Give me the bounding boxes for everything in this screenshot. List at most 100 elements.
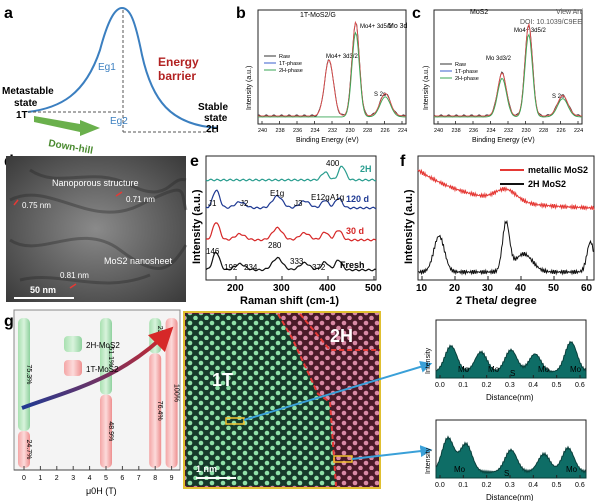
xtick-label: 230 (522, 128, 531, 134)
watermark-line-1: View Arti (556, 9, 584, 16)
panel-e-ylabel: Intensity (a.u.) (191, 189, 203, 264)
metastable-label-3: 1T (16, 110, 28, 121)
scale-label-h: 1 nm (196, 464, 217, 474)
profile-bottom-xlabel: Distance(nm) (486, 493, 534, 501)
xtick-label: 234 (311, 128, 320, 134)
panel-b-legend: Raw 1T-phase 2H-phase (264, 54, 303, 74)
eg2-label: Eg2 (110, 116, 128, 127)
profile-bottom-label-2: S (504, 469, 509, 478)
trend-arrow (21, 326, 174, 410)
panel-letter-c: c (412, 5, 421, 22)
profile-bottom-label-3: Mo (566, 465, 578, 474)
d-spacing-1: 0.75 nm (22, 201, 51, 210)
xtick-label: 234 (487, 128, 496, 134)
profile-top: Mo Mo S Mo Mo Intensity 0.0 0.1 0.2 0.3 0.4 0… (425, 319, 587, 402)
panel-g-xticks: 0 1 2 3 4 5 6 7 8 9 (22, 466, 174, 482)
xtick-label: 240 (434, 128, 443, 134)
xtick-label: 0.5 (552, 482, 562, 489)
stable-label-1: Stable (198, 102, 228, 113)
xtick-label: 228 (363, 128, 372, 134)
fresh-peak-280: 280 (268, 241, 282, 250)
panel-c-legend-1t: 1T-phase (455, 69, 478, 75)
pointer-arrow-top (243, 361, 433, 421)
panel-e: e 200 300 400 500 2H 120 d 30 d Fresh J1 J2… (190, 153, 382, 307)
xtick-label: 232 (328, 128, 337, 134)
panel-e-frame (205, 155, 377, 281)
nanoporous-label: Nanoporous structure (52, 178, 139, 188)
field-bar: 100% (165, 318, 180, 468)
xtick-label: 0.5 (552, 382, 562, 389)
series-label-2h: 2H (360, 164, 372, 174)
panel-c-legend-raw: Raw (455, 62, 466, 68)
xps-curve-2 (258, 31, 406, 118)
xtick-label: 236 (293, 128, 302, 134)
peak-label-j3: J3 (294, 199, 303, 208)
xtick-label: 0.1 (458, 482, 468, 489)
xtick-label: 226 (557, 128, 566, 134)
series-label-120d: 120 d (346, 194, 369, 204)
peak-label-j1: J1 (208, 199, 217, 208)
xtick-label: 10 (416, 283, 428, 294)
xtick-label: 0.0 (435, 482, 445, 489)
xtick-label: 0.2 (482, 482, 492, 489)
stable-label-2: state (204, 113, 228, 124)
xtick-label: 0.3 (505, 382, 515, 389)
xtick-label: 300 (273, 283, 290, 294)
eg1-label: Eg1 (98, 62, 116, 73)
field-bar: 75.3% 24.7% (18, 318, 32, 468)
xtick-label: 200 (227, 283, 244, 294)
peak-label-e12g: E12g (311, 193, 330, 202)
profile-top-label-4: Mo (488, 365, 500, 374)
d-spacing-3: 0.81 nm (60, 271, 89, 280)
panel-f-frame (417, 155, 595, 281)
xtick-label: 240 (258, 128, 267, 134)
xtick-label: 232 (504, 128, 513, 134)
xrd-series-1 (418, 219, 595, 276)
profile-bottom-ylabel: Intensity (425, 447, 432, 474)
xtick-label: 40 (515, 283, 527, 294)
panel-g: g 75.3%24.7%51.1%48.9%23.6%76.4%100% 2H-… (4, 309, 181, 496)
downhill-arrow (34, 116, 100, 136)
fresh-peak-372: 372 (312, 263, 326, 272)
tem-image (6, 156, 186, 302)
xps-curve-1 (258, 20, 406, 117)
profile-top-label-5: Mo (538, 365, 550, 374)
xtick-label: 0.4 (528, 382, 538, 389)
phase-1t-label: 1T (212, 370, 233, 390)
metastable-label-2: state (14, 98, 38, 109)
xtick-label: 0.6 (575, 482, 585, 489)
bar-1t-segment (100, 394, 112, 468)
panel-g-legend-1t: 1T-MoS2 (86, 365, 119, 374)
panel-f-patterns (417, 168, 595, 276)
panel-b-title: 1T-MoS2/G (300, 12, 336, 19)
nanosheet-label: MoS2 nanosheet (104, 256, 173, 266)
panel-f-legend-metallic: metallic MoS2 (528, 165, 588, 175)
panel-f-legend-2h: 2H MoS2 (528, 179, 566, 189)
metastable-label-1: Metastable (2, 86, 54, 97)
fresh-peak-234: 234 (244, 263, 258, 272)
profile-bottom: Mo S Mo Intensity 0.0 0.1 0.2 0.3 0.4 0.5 0.6 … (425, 419, 587, 501)
xtick-label: 2 (55, 475, 59, 482)
scale-label-d: 50 nm (30, 285, 56, 295)
xtick-label: 224 (574, 128, 583, 134)
panel-letter-g: g (4, 313, 14, 330)
profile-bottom-label-1: Mo (454, 465, 466, 474)
xtick-label: 236 (469, 128, 478, 134)
panel-c-peak-3: S 2s (552, 94, 564, 100)
peak-label-j2: J2 (240, 199, 249, 208)
series-label-fresh: Fresh (340, 260, 365, 270)
panel-b-xticks: 240 238 236 234 232 230 228 226 224 (258, 121, 407, 134)
panel-c-ylabel: Intensity (a.u.) (423, 66, 430, 110)
panel-f-xticks: 10 20 30 40 50 60 (416, 276, 593, 294)
xtick-label: 0.0 (435, 382, 445, 389)
profile-top-label-2: Mo (570, 365, 582, 374)
bar-1t-label: 76.4% (156, 401, 163, 421)
xtick-label: 6 (120, 475, 124, 482)
panel-g-bars: 75.3%24.7%51.1%48.9%23.6%76.4%100% (18, 318, 180, 468)
phase-1t-region (186, 314, 336, 486)
profile-top-xlabel: Distance(nm) (486, 393, 534, 402)
bar-1t-label: 48.9% (107, 421, 114, 441)
xtick-label: 238 (452, 128, 461, 134)
xtick-label: 50 (548, 283, 560, 294)
